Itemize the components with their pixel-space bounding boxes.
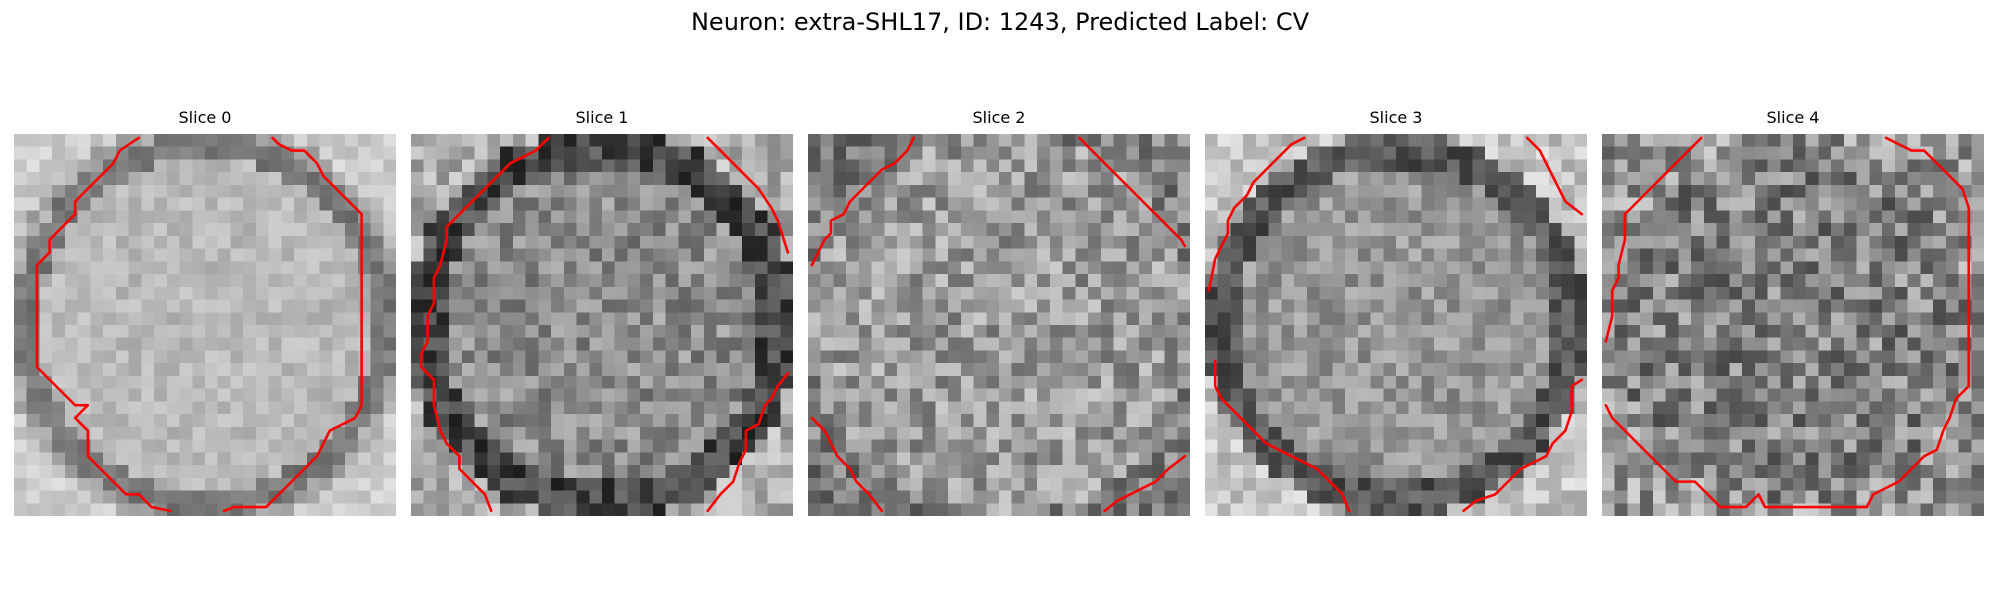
contour-line <box>224 138 362 511</box>
contour-line <box>37 138 171 511</box>
contour-line <box>1527 138 1582 214</box>
slice-title-0: Slice 0 <box>178 108 232 127</box>
contour-line <box>1105 456 1185 511</box>
contour-line <box>1606 138 1702 342</box>
slice-title-1: Slice 1 <box>575 108 629 127</box>
slice-panel-3: Slice 3 <box>1205 106 1587 516</box>
slice-image-4 <box>1602 134 1984 516</box>
slice-image-3 <box>1205 134 1587 516</box>
slice-pixels-2 <box>808 134 1190 516</box>
slice-title-3: Slice 3 <box>1369 108 1423 127</box>
slice-pixels-3 <box>1205 134 1587 516</box>
figure-title: Neuron: extra-SHL17, ID: 1243, Predicted… <box>690 8 1310 36</box>
slice-panel-4: Slice 4 <box>1602 106 1984 516</box>
contour-line <box>708 138 788 253</box>
slice-pixels-4 <box>1602 134 1984 516</box>
contour-line <box>812 138 914 265</box>
contour-line <box>1463 380 1581 511</box>
slice-panel-0: Slice 0 <box>14 106 396 516</box>
slice-image-2 <box>808 134 1190 516</box>
slice-title-4: Slice 4 <box>1766 108 1820 127</box>
contour-line <box>421 138 548 511</box>
contour-line <box>1215 361 1349 511</box>
slice-pixels-0 <box>14 134 396 516</box>
slice-image-1 <box>411 134 793 516</box>
slice-panel-2: Slice 2 <box>808 106 1190 516</box>
slice-title-2: Slice 2 <box>972 108 1026 127</box>
contour-line <box>1079 138 1185 246</box>
contour-line <box>1606 138 1969 507</box>
contour-line <box>1209 138 1305 291</box>
slice-pixels-1 <box>411 134 793 516</box>
contour-line <box>812 418 882 511</box>
slice-image-0 <box>14 134 396 516</box>
contour-line <box>708 373 788 511</box>
slice-panel-1: Slice 1 <box>411 106 793 516</box>
